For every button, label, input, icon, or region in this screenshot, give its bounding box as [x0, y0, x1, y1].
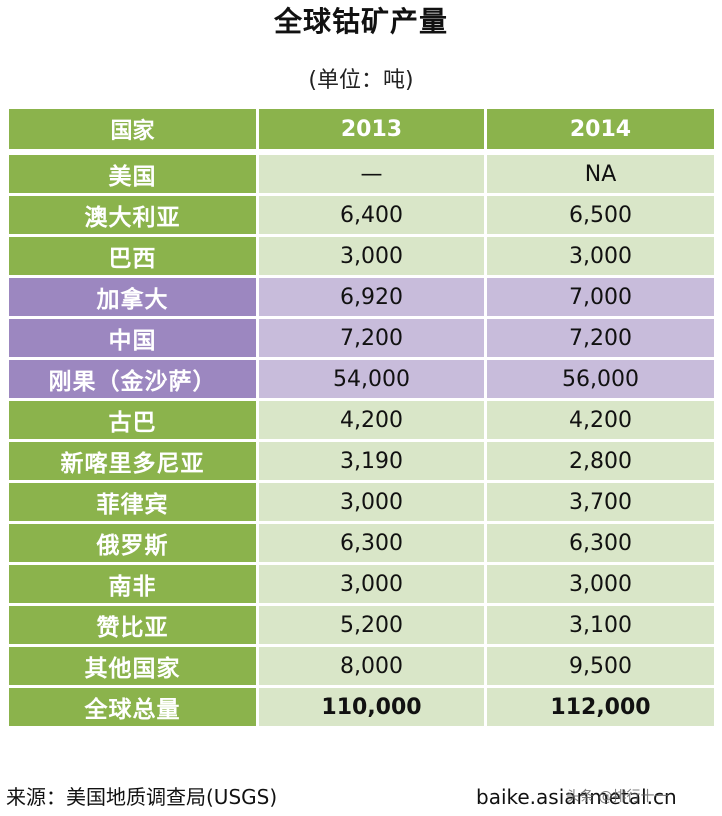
table-row: 巴西 3,000 3,000 — [6, 234, 717, 278]
table-row: 南非 3,000 3,000 — [6, 562, 717, 606]
column-header-country: 国家 — [6, 106, 259, 154]
value-2014: 9,500 — [484, 644, 717, 688]
total-label: 全球总量 — [6, 685, 259, 729]
value-2014: 2,800 — [484, 439, 717, 483]
value-2013: 6,920 — [256, 275, 487, 319]
site-url: baike.asianmetal.cn — [476, 785, 677, 809]
country-name: 美国 — [6, 150, 259, 196]
table-row-highlighted: 加拿大 6,920 7,000 — [6, 275, 717, 319]
table-row: 赞比亚 5,200 3,100 — [6, 603, 717, 647]
value-2013: 54,000 — [256, 357, 487, 401]
country-name: 其他国家 — [6, 644, 259, 688]
source-note: 来源：美国地质调查局(USGS) — [6, 785, 278, 809]
table-row: 菲律宾 3,000 3,700 — [6, 480, 717, 524]
table-header-row: 国家 2013 2014 — [6, 106, 717, 154]
page-title: 全球钴矿产量 — [273, 5, 448, 38]
value-2013: 6,400 — [256, 193, 487, 237]
cobalt-production-table: 国家 2013 2014 美国 — NA 澳大利亚 6,400 6,500 巴西… — [6, 106, 717, 729]
watermark: 头条 @排行十一 — [566, 789, 669, 805]
value-2014: 7,000 — [484, 275, 717, 319]
value-2014: 3,000 — [484, 562, 717, 606]
country-name: 刚果（金沙萨） — [6, 357, 259, 401]
table-row: 新喀里多尼亚 3,190 2,800 — [6, 439, 717, 483]
value-2014: 6,300 — [484, 521, 717, 565]
table-row: 古巴 4,200 4,200 — [6, 398, 717, 442]
country-name: 赞比亚 — [6, 603, 259, 647]
table-row: 其他国家 8,000 9,500 — [6, 644, 717, 688]
value-2014: 56,000 — [484, 357, 717, 401]
table-row-total: 全球总量 110,000 112,000 — [6, 685, 717, 729]
value-2013: 3,000 — [256, 480, 487, 524]
total-2013: 110,000 — [256, 685, 487, 729]
country-name: 巴西 — [6, 234, 259, 278]
country-name: 加拿大 — [6, 275, 259, 319]
country-name: 新喀里多尼亚 — [6, 439, 259, 483]
country-name: 南非 — [6, 562, 259, 606]
country-name: 古巴 — [6, 398, 259, 442]
column-header-2014: 2014 — [484, 106, 717, 154]
value-2013: 8,000 — [256, 644, 487, 688]
country-name: 俄罗斯 — [6, 521, 259, 565]
value-2014: 7,200 — [484, 316, 717, 360]
value-2014: 4,200 — [484, 398, 717, 442]
value-2013: 6,300 — [256, 521, 487, 565]
value-2013: — — [256, 150, 487, 196]
value-2014: 3,100 — [484, 603, 717, 647]
value-2013: 4,200 — [256, 398, 487, 442]
value-2013: 3,190 — [256, 439, 487, 483]
value-2013: 3,000 — [256, 562, 487, 606]
column-header-2013: 2013 — [256, 106, 487, 154]
country-name: 中国 — [6, 316, 259, 360]
table-row: 澳大利亚 6,400 6,500 — [6, 193, 717, 237]
value-2013: 5,200 — [256, 603, 487, 647]
value-2014: 6,500 — [484, 193, 717, 237]
total-2014: 112,000 — [484, 685, 717, 729]
unit-subtitle: (单位：吨) — [308, 68, 414, 93]
table-row-highlighted: 刚果（金沙萨） 54,000 56,000 — [6, 357, 717, 401]
country-name: 菲律宾 — [6, 480, 259, 524]
value-2013: 3,000 — [256, 234, 487, 278]
country-name: 澳大利亚 — [6, 193, 259, 237]
table-row: 俄罗斯 6,300 6,300 — [6, 521, 717, 565]
value-2013: 7,200 — [256, 316, 487, 360]
value-2014: 3,700 — [484, 480, 717, 524]
value-2014: NA — [484, 150, 717, 196]
value-2014: 3,000 — [484, 234, 717, 278]
table-row-highlighted: 中国 7,200 7,200 — [6, 316, 717, 360]
table-row: 美国 — NA — [6, 150, 717, 196]
